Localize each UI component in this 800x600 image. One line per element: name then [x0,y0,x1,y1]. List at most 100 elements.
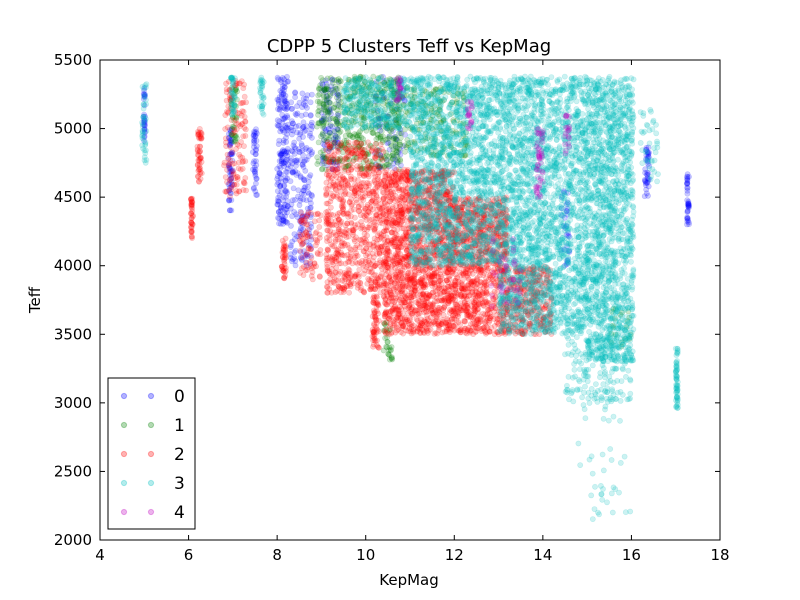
data-point [283,188,290,194]
data-point [486,328,493,335]
data-point [290,142,297,149]
data-point [373,198,380,205]
data-point [277,175,284,182]
data-point [295,193,301,200]
data-point [324,185,331,192]
data-point [368,198,375,205]
data-point [373,163,380,170]
data-point [252,151,259,157]
data-point [391,322,398,329]
data-point [380,282,387,289]
data-point [288,127,295,133]
data-point [228,150,234,157]
data-point [229,167,236,174]
data-point [401,203,408,210]
data-point [283,156,289,163]
data-point [444,269,451,276]
data-point [229,181,235,188]
data-point [227,207,233,214]
data-point [281,84,288,91]
data-point [277,211,284,218]
data-point [476,272,483,279]
data-point [396,307,402,313]
data-point [300,196,307,203]
data-point [281,115,288,122]
data-point [292,89,298,96]
data-point [327,115,334,122]
data-point [431,281,438,288]
data-point [275,194,282,201]
data-point [299,161,306,168]
data-point [426,272,432,278]
data-point [297,197,303,204]
data-point [242,132,249,139]
data-point [274,96,281,103]
data-point [284,198,291,205]
data-point [274,165,281,172]
data-point [250,166,256,173]
data-point [285,161,291,168]
data-point [336,176,343,183]
data-point [289,197,296,204]
data-point [277,220,284,227]
data-point [289,148,296,155]
data-point [289,238,296,245]
data-point [225,131,232,137]
data-point [440,312,447,318]
data-point [253,137,260,144]
data-point [389,308,396,314]
data-point [238,121,245,128]
data-point [140,113,147,120]
data-point [226,142,233,149]
data-point [252,180,259,187]
data-point [420,329,427,335]
data-point [472,297,479,304]
data-point [371,177,378,184]
data-point [283,193,289,200]
chart-title: CDPP 5 Clusters Teff vs KepMag [267,36,551,57]
data-point [369,250,376,257]
data-point [275,179,282,186]
data-point [226,180,233,187]
data-point [303,197,310,204]
data-point [319,77,326,84]
data-point [222,188,229,195]
data-point [328,154,334,161]
data-point [282,151,288,157]
data-point [643,186,650,193]
data-point [282,92,289,99]
data-point [387,347,394,354]
data-point [274,201,281,208]
data-point [141,117,147,124]
data-point [287,178,294,185]
data-point [383,309,390,316]
data-point [481,319,488,326]
data-point [341,285,348,291]
data-point [353,192,360,198]
data-point [279,75,286,81]
data-point [642,178,649,185]
data-point [229,138,236,144]
data-point [433,294,440,301]
data-point [290,185,297,192]
data-point [334,120,341,127]
data-point [226,184,233,191]
data-point [277,87,284,94]
data-point [228,127,234,134]
data-point [298,190,305,197]
data-point [282,174,289,181]
data-point [467,329,473,336]
data-point [275,214,281,221]
data-point [348,207,354,214]
data-point [374,215,381,222]
data-point [141,92,148,99]
data-point [385,192,391,199]
data-point [281,148,288,154]
data-point [282,206,289,213]
data-point [239,108,246,114]
data-point [685,219,692,226]
data-point [334,115,341,122]
data-point [684,180,690,187]
data-point [464,274,471,281]
data-point [457,321,464,328]
